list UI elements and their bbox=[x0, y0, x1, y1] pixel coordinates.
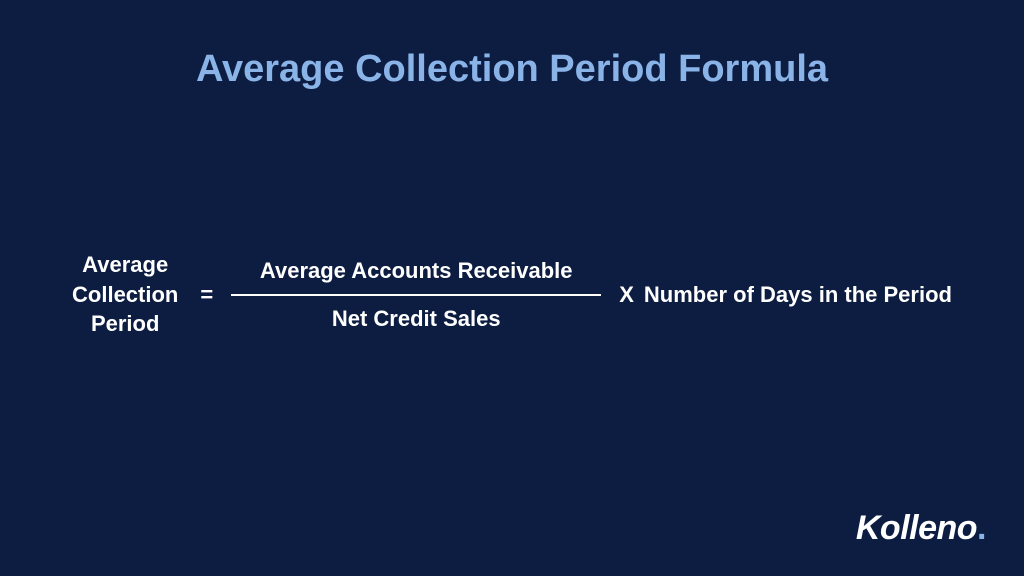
formula-fraction: Average Accounts Receivable Net Credit S… bbox=[231, 258, 601, 332]
logo-dot: . bbox=[977, 509, 986, 547]
fraction-denominator: Net Credit Sales bbox=[332, 296, 501, 332]
lhs-line-1: Average bbox=[72, 250, 178, 280]
equals-sign: = bbox=[200, 282, 213, 308]
multiply-sign: X bbox=[619, 282, 634, 308]
slide-title: Average Collection Period Formula bbox=[0, 0, 1024, 91]
formula-lhs: Average Collection Period bbox=[72, 250, 178, 339]
lhs-line-2: Collection bbox=[72, 280, 178, 310]
logo-text: Kolleno bbox=[856, 509, 977, 547]
formula-container: Average Collection Period = Average Acco… bbox=[0, 250, 1024, 339]
brand-logo: Kolleno. bbox=[856, 509, 986, 548]
lhs-line-3: Period bbox=[72, 309, 178, 339]
fraction-numerator: Average Accounts Receivable bbox=[260, 258, 573, 294]
formula-rhs: Number of Days in the Period bbox=[644, 282, 952, 308]
